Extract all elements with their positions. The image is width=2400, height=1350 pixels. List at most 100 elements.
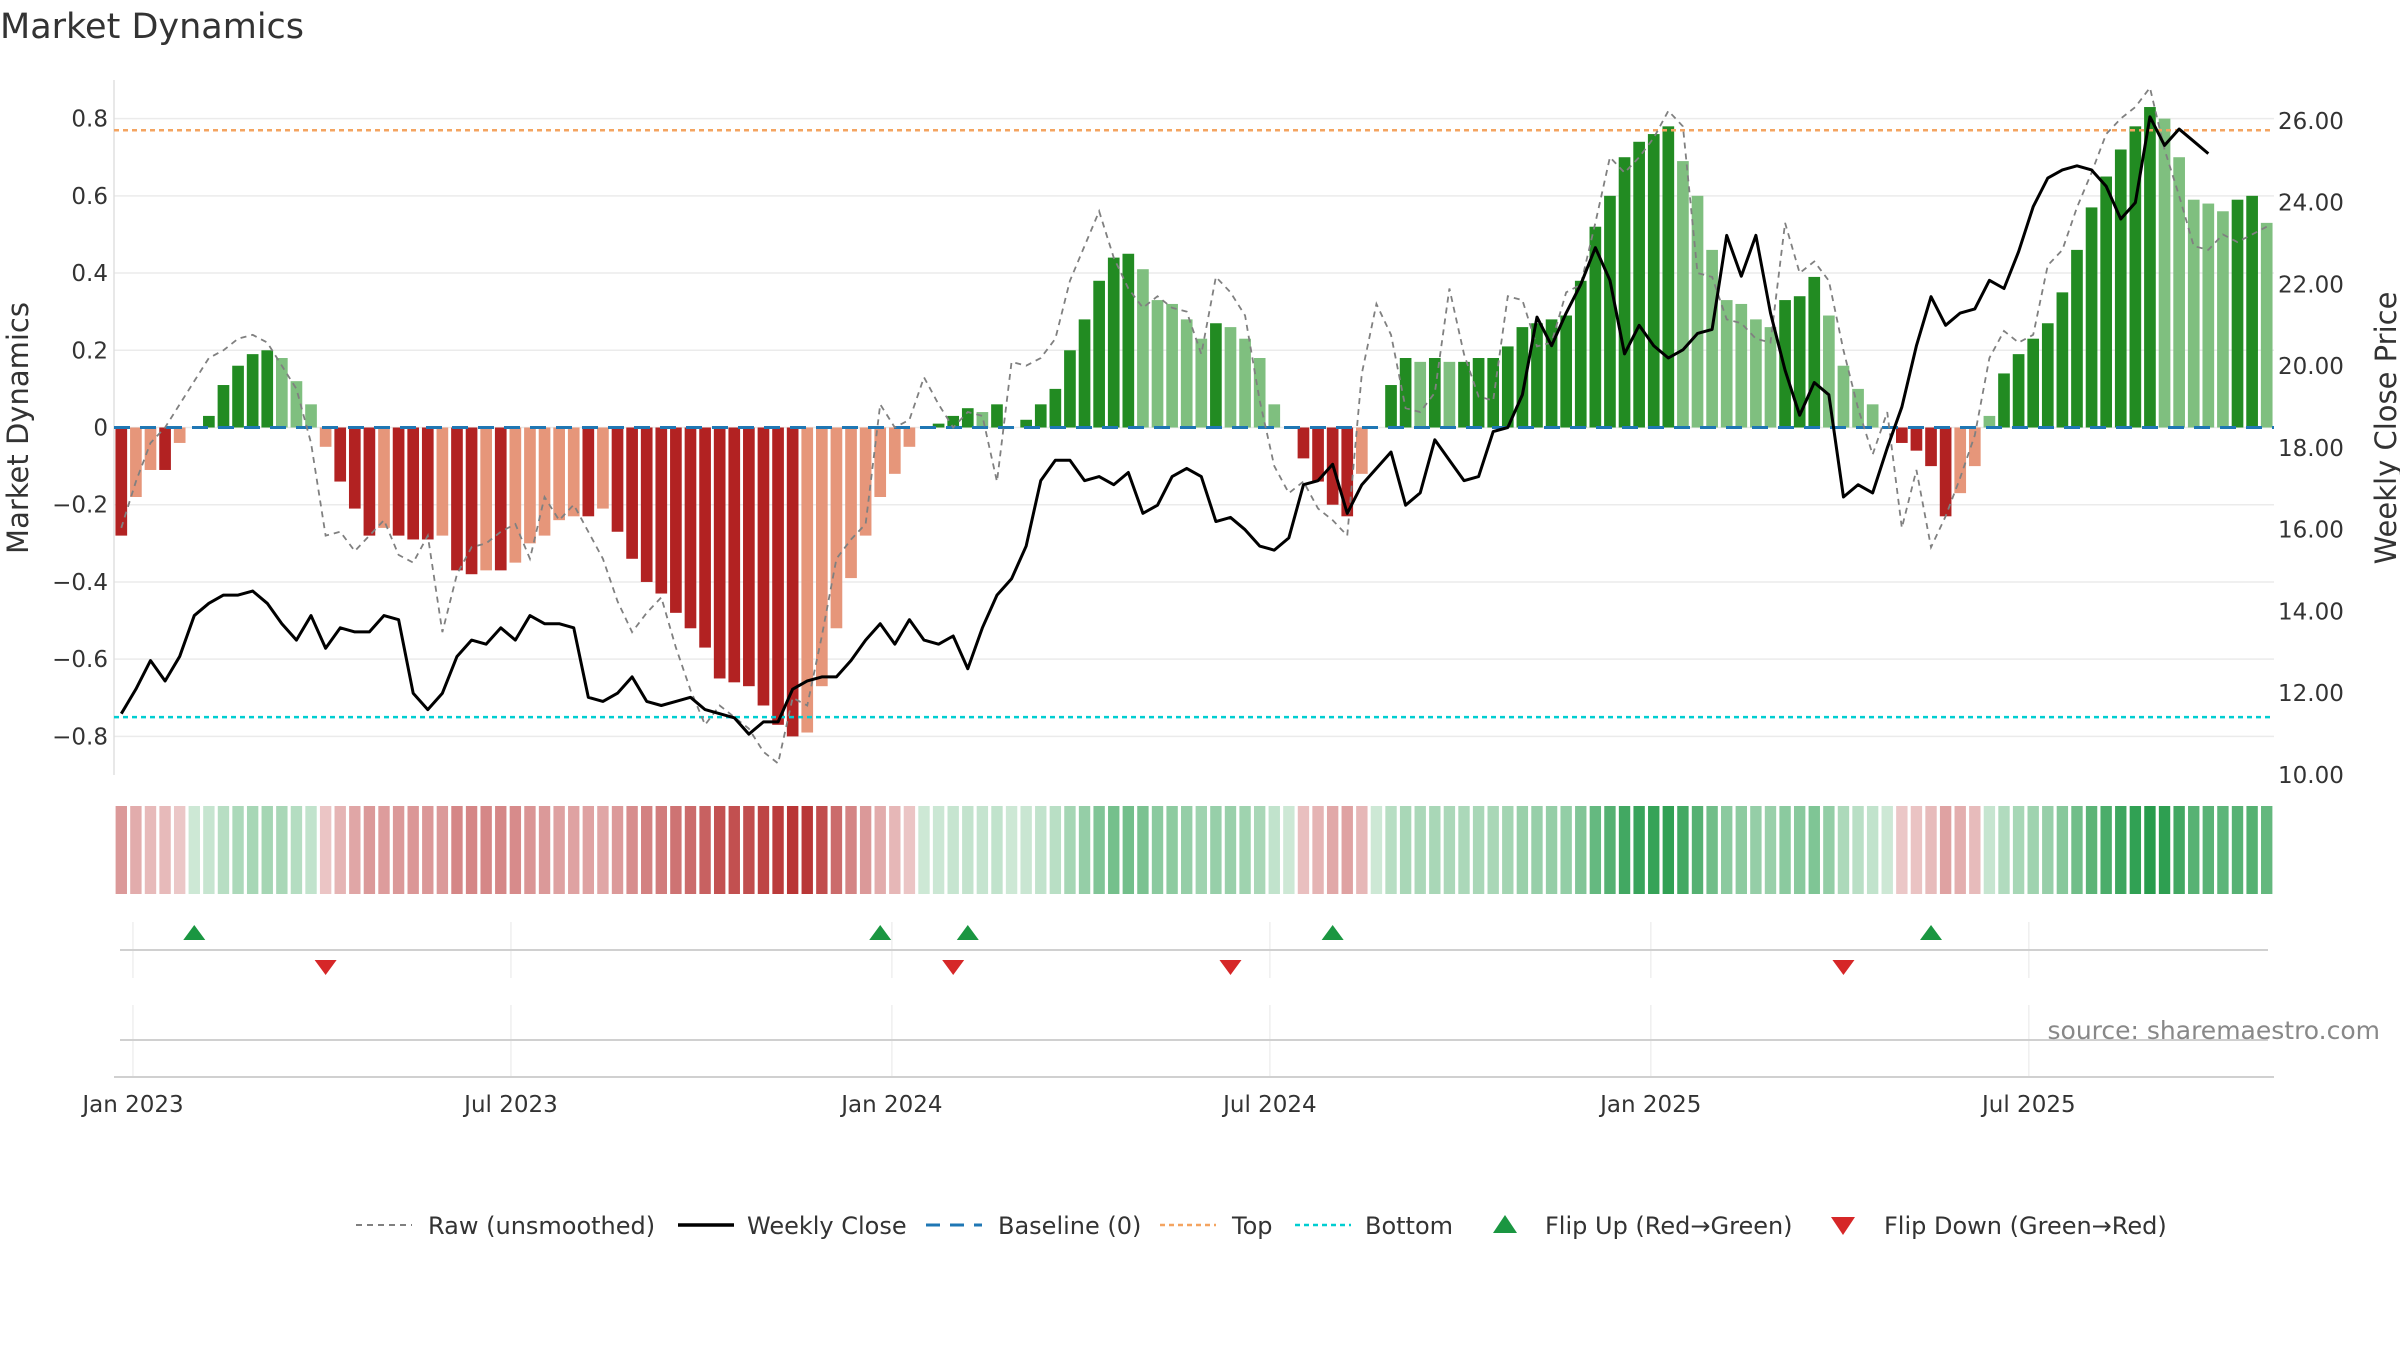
dynamics-bar — [597, 427, 609, 509]
main-panel: 0.8 0.6 0.4 0.2 0 −0.2 −0.4 −0.6 −0.8 26.00 24.00… — [52, 80, 2344, 789]
dynamics-bar — [1720, 300, 1733, 428]
dynamics-bar — [2187, 199, 2200, 428]
dynamics-bar — [947, 415, 960, 428]
heat-cell — [1764, 806, 1777, 894]
heat-cell — [772, 806, 784, 894]
y2-tick-label: 12.00 — [2278, 681, 2344, 707]
heat-cell — [1633, 806, 1645, 894]
heat-cell — [115, 806, 127, 894]
dynamics-bar — [1385, 385, 1397, 428]
dynamics-bar — [1735, 303, 1748, 428]
series-lines — [120, 85, 2268, 766]
heat-cell — [918, 806, 930, 894]
heat-cell — [422, 806, 434, 894]
heat-cell — [203, 806, 215, 894]
heat-cell — [1837, 806, 1850, 894]
heat-cell — [976, 806, 989, 894]
x-tick-label: Jul 2024 — [1221, 1092, 1317, 1118]
heat-cell — [1779, 806, 1791, 894]
dynamics-bar — [1852, 388, 1864, 428]
heat-cell — [1297, 806, 1310, 894]
dynamics-bar — [1925, 427, 1937, 467]
flip-up-marker — [1920, 925, 1943, 940]
heat-cell — [1326, 806, 1339, 894]
heat-cell — [713, 806, 726, 894]
dynamics-bar — [1706, 249, 1718, 428]
dynamics-bar — [728, 427, 741, 683]
heat-cell — [655, 806, 667, 894]
heat-cell — [2042, 806, 2054, 894]
dynamics-bar — [1034, 404, 1047, 428]
dynamics-bar — [684, 427, 697, 629]
heat-cell — [1078, 806, 1091, 894]
lower-panel — [114, 1005, 2274, 1078]
heat-cell — [1896, 806, 1908, 894]
market-dynamics-bars — [115, 107, 2273, 737]
heat-cell — [1998, 806, 2010, 894]
heat-cell — [728, 806, 740, 894]
dynamics-bar — [1647, 134, 1660, 428]
heat-cell — [1575, 806, 1587, 894]
heat-cell — [1545, 806, 1558, 894]
dynamics-bar — [1356, 427, 1368, 474]
dynamics-bar — [465, 427, 478, 575]
heat-cell — [1823, 806, 1835, 894]
heat-cell — [801, 806, 813, 894]
legend-label: Top — [1231, 1212, 1273, 1240]
heat-cell — [2231, 806, 2244, 894]
dynamics-bar — [1750, 319, 1762, 428]
dynamics-bar — [655, 427, 668, 594]
heat-cell — [290, 806, 303, 894]
dynamics-bar — [480, 427, 492, 571]
dynamics-bar — [743, 427, 755, 687]
dynamics-bar — [757, 427, 770, 706]
y-tick-label: 0.2 — [71, 338, 108, 364]
heat-cell — [1151, 806, 1164, 894]
y2-tick-label: 10.00 — [2278, 763, 2344, 789]
heat-cell — [991, 806, 1003, 894]
heat-cell — [1458, 806, 1470, 894]
dynamics-bar — [903, 427, 916, 447]
left-axis-title: Market Dynamics — [1, 302, 35, 554]
dynamics-bar — [2202, 203, 2215, 428]
dynamics-bar — [159, 427, 171, 470]
dynamics-bar — [1618, 157, 1631, 428]
dynamics-bar — [1662, 126, 1675, 428]
dynamics-bar — [1501, 346, 1514, 428]
dynamics-bar — [276, 358, 288, 428]
dynamics-bar — [1224, 327, 1237, 428]
heat-cell — [1020, 806, 1032, 894]
x-axis-ticks: Jan 2023 Jul 2023 Jan 2024 Jul 2024 Jan 2025… — [80, 1092, 2075, 1118]
y-tick-label: −0.2 — [52, 493, 108, 519]
dynamics-bar — [1793, 296, 1806, 428]
heat-cell — [1706, 806, 1718, 894]
flip-up-marker — [1321, 925, 1344, 940]
dynamics-bar — [1691, 195, 1704, 428]
dynamics-bar — [407, 427, 420, 540]
heat-cell — [1487, 806, 1499, 894]
dynamics-bar — [130, 427, 142, 497]
legend-swatch — [1493, 1215, 1517, 1233]
heat-cell — [1954, 806, 1966, 894]
heat-cell — [1604, 806, 1616, 894]
dynamics-bar — [509, 427, 522, 563]
heat-cell — [1108, 806, 1120, 894]
heat-cell — [816, 806, 828, 894]
heat-cell — [553, 806, 565, 894]
heat-cell — [2261, 806, 2273, 894]
dynamics-bar — [772, 427, 784, 725]
heat-cell — [1283, 806, 1295, 894]
dynamics-bar — [845, 427, 857, 579]
heat-cell — [1414, 806, 1426, 894]
dynamics-bar — [1779, 300, 1791, 428]
dynamics-bar — [713, 427, 726, 679]
source-note: source: sharemaestro.com — [2048, 1016, 2381, 1045]
dynamics-bar — [203, 415, 215, 428]
heat-cell — [1399, 806, 1412, 894]
dynamics-bar — [1414, 361, 1427, 428]
heat-cell — [159, 806, 171, 894]
dynamics-bar — [334, 427, 347, 482]
heat-cell — [786, 806, 799, 894]
dynamics-bar — [976, 412, 989, 428]
dynamics-bar — [2246, 195, 2258, 428]
